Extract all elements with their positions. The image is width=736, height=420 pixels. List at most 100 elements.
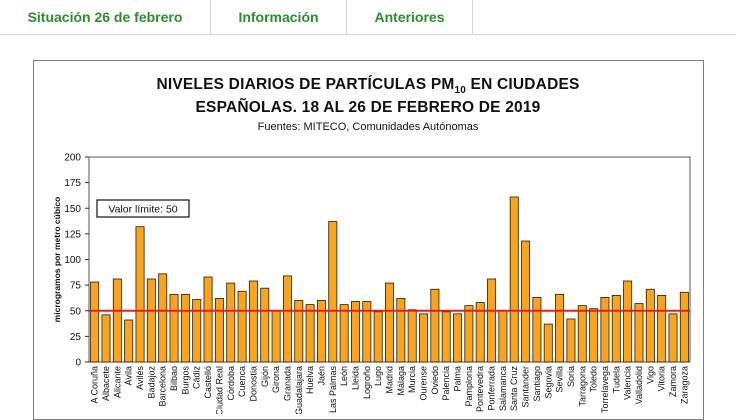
x-tick-label: Lugo [373,366,383,386]
x-tick-label: Segovia [543,366,553,399]
bar-21 [316,300,326,363]
bar-9 [180,293,190,363]
bar-23 [339,304,349,363]
tab-situacion[interactable]: Situación 26 de febrero [0,0,211,34]
bar-6 [146,278,156,363]
x-tick-label: Girona [271,366,281,393]
bar-7 [158,273,168,363]
bar-10 [192,299,202,363]
limit-label: Valor límite: 50 [96,199,190,218]
bar-44 [577,305,587,363]
bar-34 [464,305,474,363]
chart-title-subscript: 10 [454,85,467,97]
tab-informacion[interactable]: Información [211,0,347,34]
bar-47 [611,294,621,363]
bar-39 [521,240,531,363]
bar-49 [634,303,644,363]
bar-31 [430,288,440,363]
bar-18 [282,275,292,363]
x-tick-label: Huelva [305,366,315,394]
bar-41 [543,323,553,363]
bar-38 [509,196,519,363]
bar-30 [419,313,429,363]
bar-11 [203,276,213,363]
y-tick-label: 150 [64,204,81,215]
x-tick-label: Avilés [135,366,145,390]
bar-40 [532,297,542,363]
chart-source: Fuentes: MITECO, Comunidades Autónomas [257,121,479,133]
x-tick-label: Badajoz [146,366,156,399]
x-tick-label: Albacete [101,366,111,401]
x-tick-label: Madrid [385,366,395,394]
x-tick-label: Donostia [248,366,258,402]
bar-24 [350,301,360,363]
x-tick-label: Palencia [441,366,451,401]
x-tick-label: León [339,366,349,386]
x-tick-label: Ávila [124,366,134,386]
y-tick-label: 200 [64,153,81,164]
x-tick-label: Málaga [396,366,406,396]
chart-labels: 0 25 50 75 100 125 150 175 200 Valor límite: 50 A … [52,153,689,415]
bar-5 [135,226,145,363]
x-tick-label: Vitoria [657,366,667,391]
bar-4 [124,319,134,363]
chart-title-suffix: EN CIUDADES [466,76,580,93]
x-tick-label: Pontevedra [475,366,485,412]
x-tick-label: Santiago [532,366,542,402]
bar-26 [373,311,383,363]
bar-32 [441,311,451,363]
x-tick-label: Tarragona [577,366,587,407]
bar-33 [453,313,463,363]
bar-43 [566,318,576,363]
chart-axes [85,156,690,363]
bar-12 [214,298,224,363]
bar-48 [623,280,633,363]
bar-36 [487,278,497,363]
bar-20 [305,304,315,363]
bar-51 [657,294,667,363]
x-tick-label: Alicante [112,366,122,398]
bar-15 [248,280,258,363]
x-tick-label: Córdoba [226,366,236,401]
limit-label-box [96,199,190,218]
x-tick-label: Gijón [260,366,270,387]
bar-14 [237,290,247,363]
bar-45 [589,308,599,363]
x-tick-label: Cuenca [237,366,247,397]
chart-title-prefix: NIVELES DIARIOS DE PARTÍCULAS PM [156,76,455,93]
bar-28 [396,298,406,363]
bar-13 [226,282,236,363]
x-tick-label: Salamanca [498,366,508,411]
y-tick-label: 50 [70,306,82,317]
x-tick-label: Ponferrada [487,366,497,411]
y-axis-label: microgramos por metro cúbico [52,197,62,323]
chart-bars [90,196,689,363]
y-tick-label: 0 [75,358,81,369]
x-tick-label: Valladolid [634,366,644,404]
y-tick-label: 100 [64,255,81,266]
bar-52 [668,313,678,363]
y-tick-label: 125 [64,229,81,240]
chart-title-line1: NIVELES DIARIOS DE PARTÍCULAS PM10 EN CI… [0,76,736,96]
bar-19 [294,300,304,363]
bar-37 [498,310,508,363]
bar-3 [112,278,122,363]
bar-53 [679,291,689,363]
limit-label-text: Valor límite: 50 [108,204,177,216]
bar-22 [328,221,338,363]
x-tick-label: Santa Cruz [509,366,519,412]
bar-16 [260,287,270,363]
x-tick-label: Las Palmas [328,366,338,414]
x-tick-label: Torrelavega [600,366,610,413]
y-tick-label: 175 [64,178,81,189]
tab-anteriores[interactable]: Anteriores [347,0,473,34]
x-tick-label: Valencia [623,366,633,400]
x-tick-label: Ourense [419,366,429,401]
x-tick-label: Jaén [316,366,326,386]
x-tick-label: Tudela [611,366,621,393]
x-tick-label: Palma [453,366,463,392]
x-tick-label: Lleida [350,366,360,390]
x-tick-label: Zaragoza [679,366,689,404]
x-tick-label: Barcelona [158,366,168,407]
x-tick-label: A Coruña [90,366,100,404]
